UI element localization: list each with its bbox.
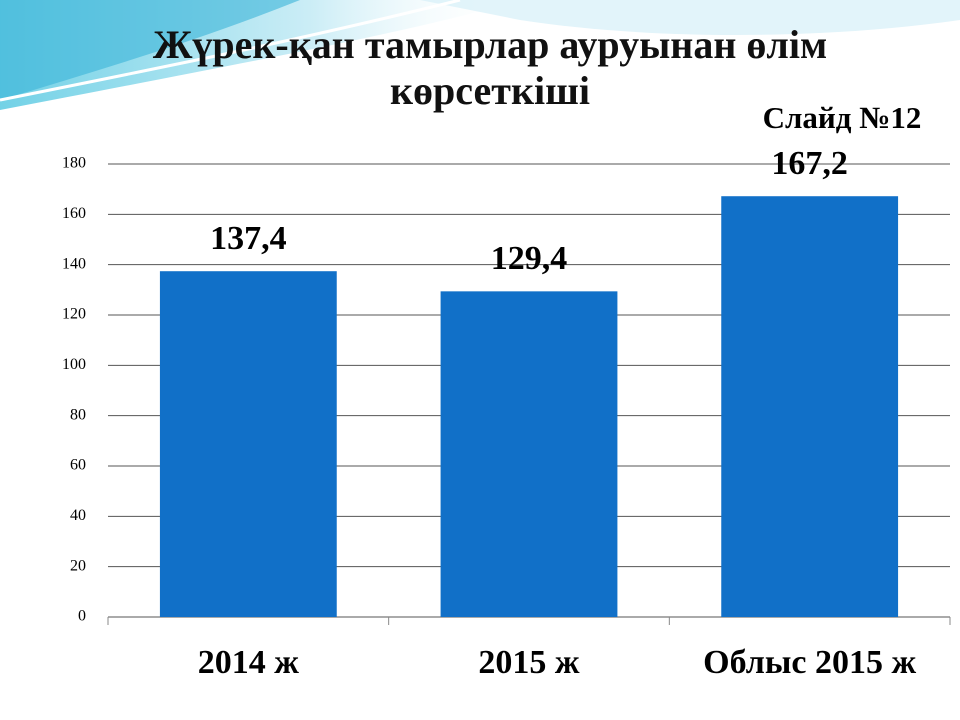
y-tick-label: 40	[70, 507, 86, 524]
y-tick-label: 180	[62, 155, 86, 172]
y-tick-label: 20	[70, 557, 86, 574]
value-label: 129,4	[491, 240, 568, 277]
x-tick-label: Облыс 2015 ж	[703, 644, 916, 681]
y-tick-label: 60	[70, 457, 86, 474]
y-tick-label: 80	[70, 406, 86, 423]
bar	[159, 271, 337, 617]
slide-label: Слайд №12	[763, 100, 922, 135]
value-label: 167,2	[771, 145, 848, 182]
decoration	[0, 0, 960, 110]
bar	[721, 196, 899, 618]
y-tick-label: 120	[62, 306, 86, 323]
y-tick-label: 100	[62, 356, 86, 373]
x-tick-label: 2014 ж	[198, 644, 300, 681]
value-label: 137,4	[210, 220, 287, 257]
bar	[440, 291, 618, 617]
y-tick-label: 140	[62, 255, 86, 272]
y-tick-label: 160	[62, 205, 86, 222]
x-tick-label: 2015 ж	[478, 644, 580, 681]
y-tick-label: 0	[78, 608, 86, 625]
chart-title: Жүрек-қан тамырлар ауруынан өлім көрсетк…	[152, 22, 828, 113]
